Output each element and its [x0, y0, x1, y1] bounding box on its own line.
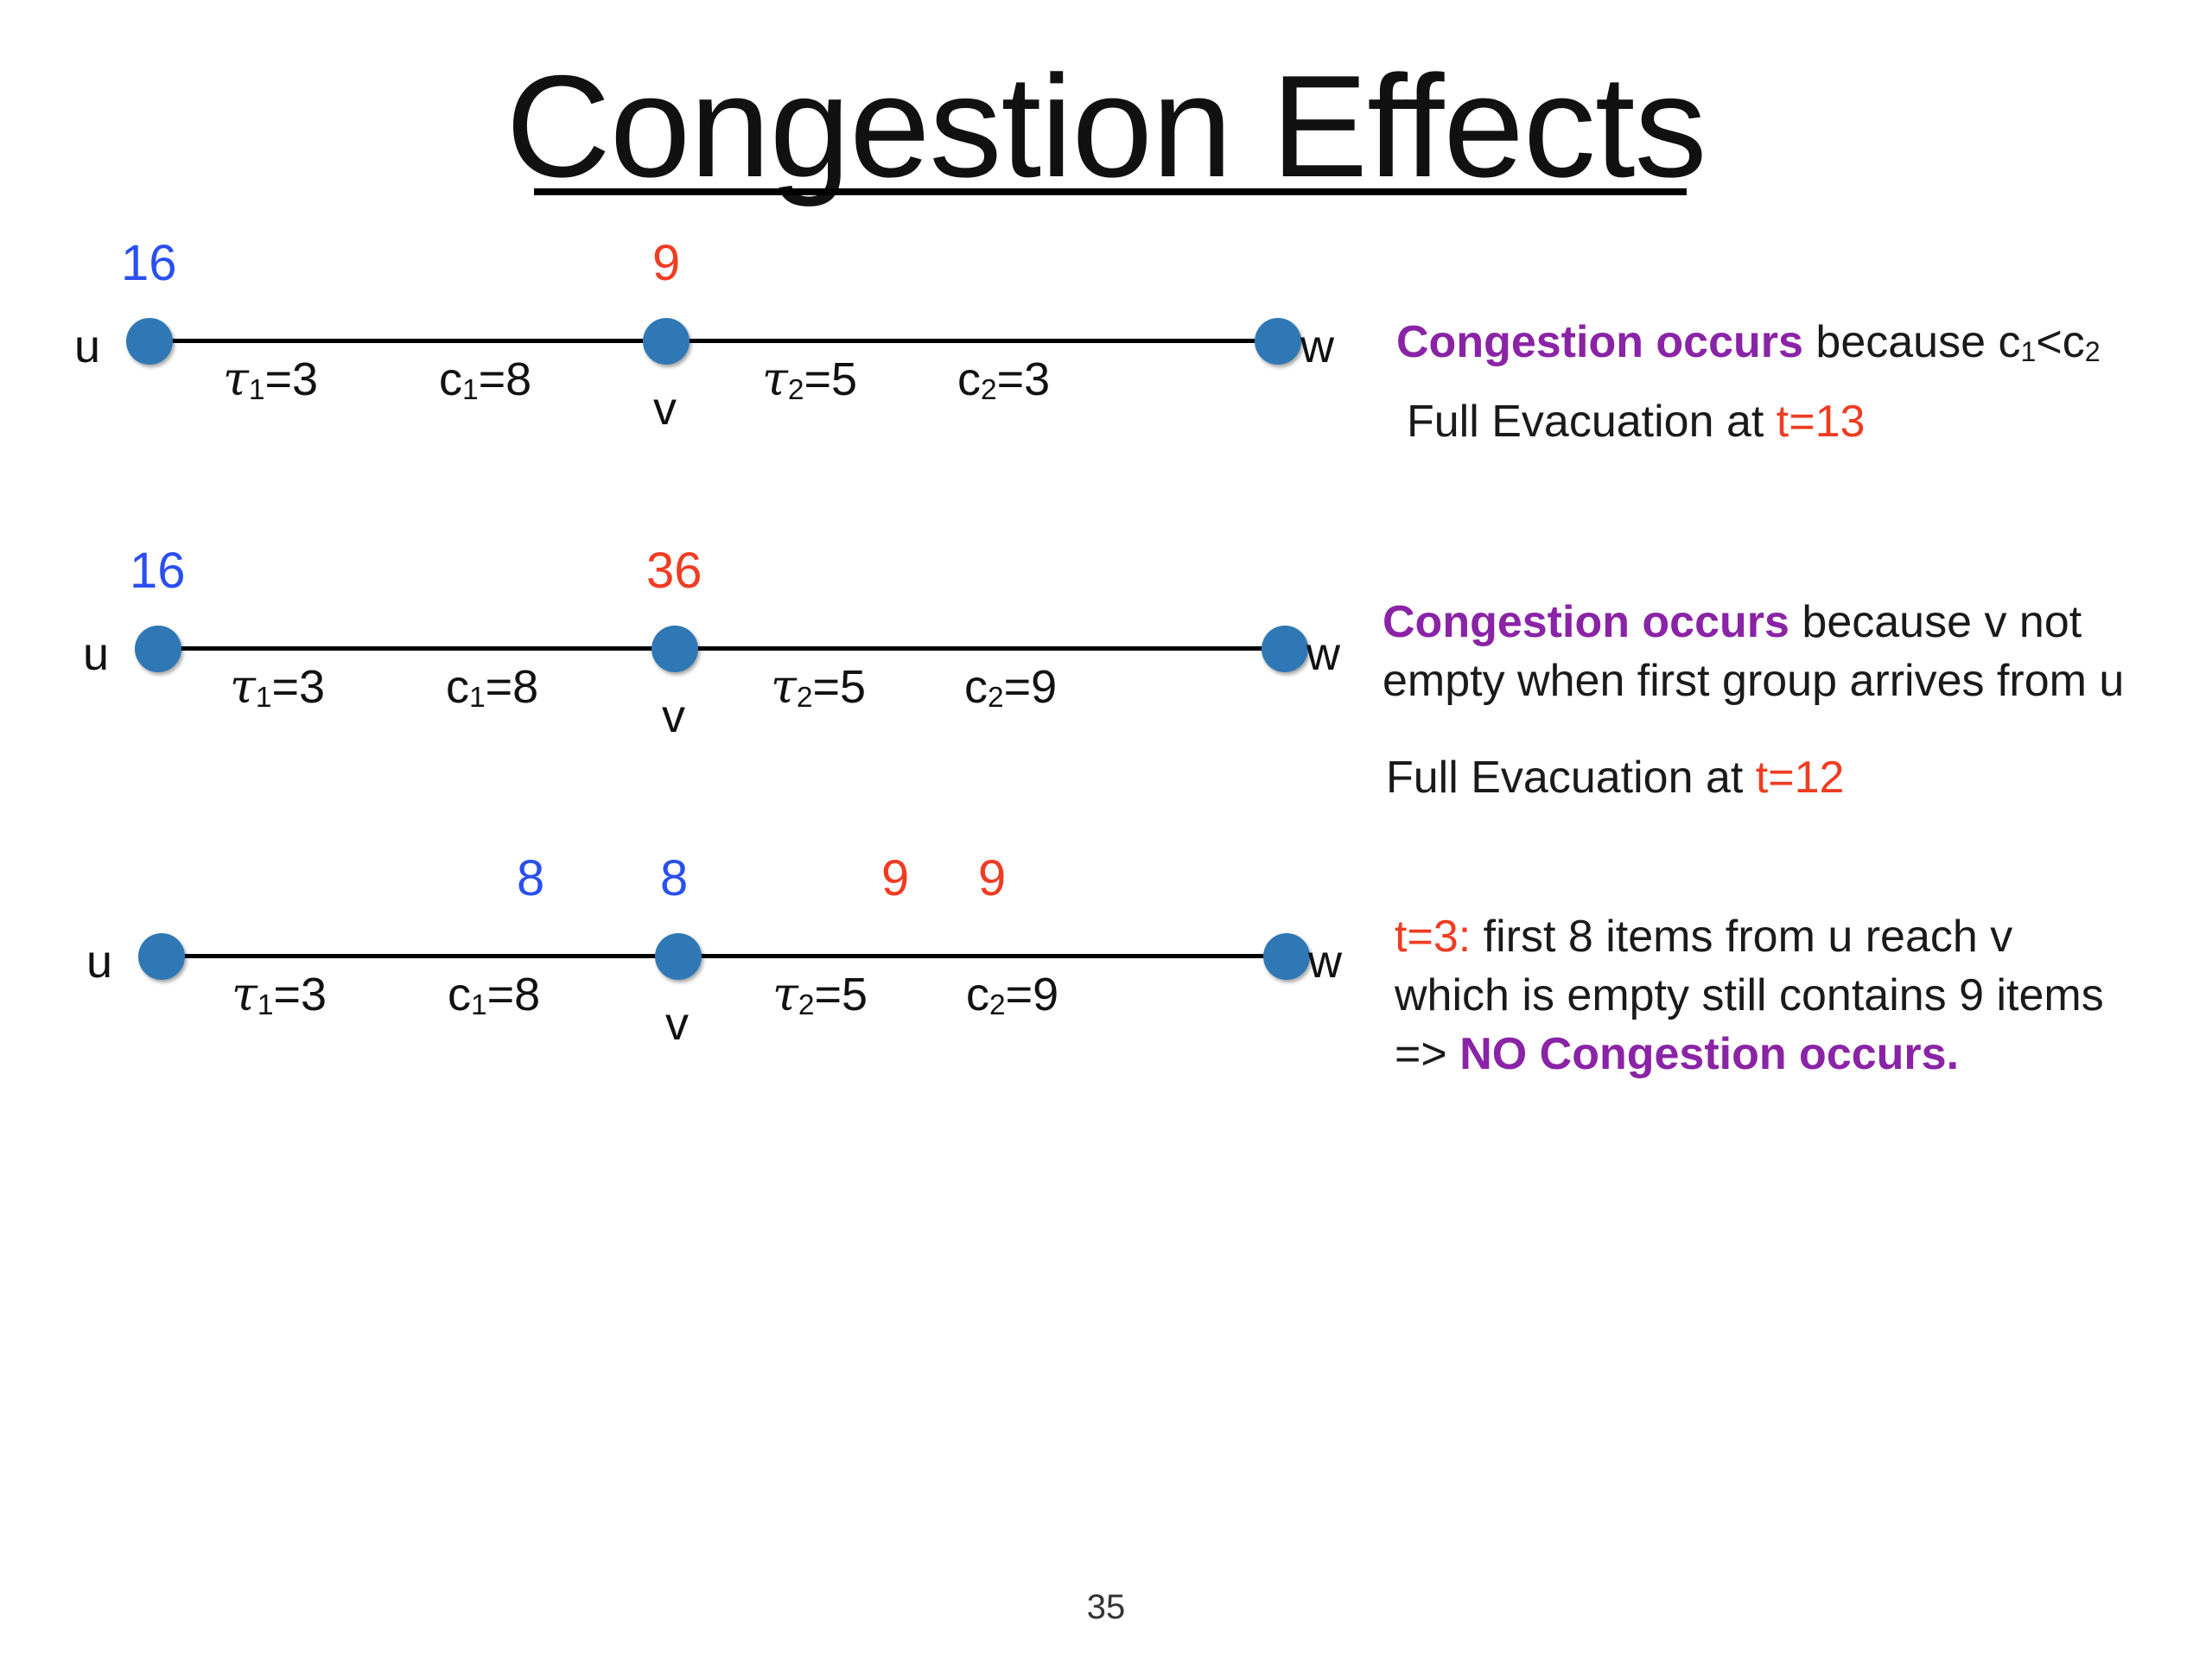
tau1-label: τ1=3	[232, 967, 327, 1022]
label-w: w	[1300, 321, 1334, 372]
slide-title: Congestion Effects	[505, 45, 1707, 207]
c2-label: c2=9	[964, 661, 1058, 715]
explanation-3-line-3: => NO Congestion occurs.	[1395, 1029, 1960, 1079]
node-w	[1262, 626, 1308, 672]
edge-u-w	[157, 646, 1284, 651]
diagram-3: 8 8 9 9 u v w τ1=3 c1=8 τ2=5 c2=9	[0, 849, 1382, 1108]
edge-u-w	[147, 339, 1277, 343]
c1-label: c1=8	[446, 661, 539, 715]
node-u	[138, 933, 185, 980]
tau2-label: τ2=5	[771, 659, 867, 715]
node-v	[655, 933, 702, 980]
edge-u-w	[161, 954, 1286, 958]
c1-label: c1=8	[439, 353, 532, 407]
node-v	[652, 626, 698, 672]
explanation-1-evacuation: Full Evacuation at t=13	[1407, 397, 1866, 447]
page-number: 35	[1086, 1588, 1126, 1626]
tau2-label: τ2=5	[762, 352, 858, 407]
explanation-3-line-2: which is empty still contains 9 items	[1395, 970, 2104, 1020]
label-v: v	[653, 383, 677, 435]
diagram-1: 16 9 u v w τ1=3 c1=8 τ2=5 c2=3	[0, 233, 1382, 493]
explanation-1-line-1: Congestion occurs because c1<c2	[1396, 317, 2101, 367]
c1-label: c1=8	[448, 969, 541, 1022]
node-u	[135, 626, 181, 672]
count-v: 36	[646, 543, 702, 599]
count-blue-1: 8	[517, 850, 545, 906]
tau1-label: τ1=3	[230, 659, 326, 715]
label-u: u	[86, 936, 113, 988]
explanation-3-line-1: t=3: first 8 items from u reach v	[1395, 912, 2013, 962]
count-u: 16	[121, 235, 177, 291]
count-u: 16	[130, 543, 186, 599]
label-u: u	[83, 628, 110, 680]
c2-label: c2=3	[957, 353, 1051, 407]
node-w	[1263, 933, 1310, 980]
tau1-label: τ1=3	[223, 352, 319, 407]
diagram-2: 16 36 u v w τ1=3 c1=8 τ2=5 c2=9	[0, 541, 1382, 800]
title-underline	[534, 188, 1687, 195]
node-v	[643, 318, 690, 365]
node-u	[126, 318, 173, 365]
explanation-2-line-2: empty when first group arrives from u	[1382, 656, 2125, 706]
label-u: u	[74, 321, 101, 372]
label-v: v	[662, 690, 685, 742]
count-red-1: 9	[881, 850, 910, 906]
node-w	[1255, 318, 1301, 365]
label-w: w	[1308, 936, 1342, 988]
explanation-2-line-1: Congestion occurs because v not	[1382, 597, 2082, 647]
count-v: 9	[652, 235, 681, 291]
label-w: w	[1306, 628, 1340, 680]
label-v: v	[665, 998, 689, 1050]
count-red-2: 9	[978, 850, 1007, 906]
tau2-label: τ2=5	[772, 967, 868, 1022]
count-blue-2: 8	[660, 850, 689, 906]
explanation-2-evacuation: Full Evacuation at t=12	[1386, 753, 1845, 803]
c2-label: c2=9	[966, 969, 1059, 1022]
